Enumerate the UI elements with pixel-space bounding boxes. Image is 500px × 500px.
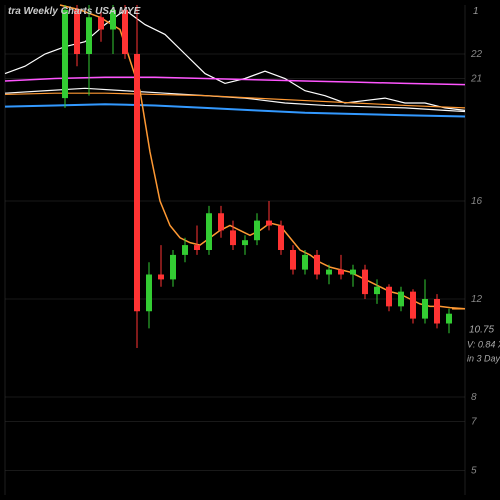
y-axis-label: 22 <box>470 49 483 60</box>
candle-body <box>290 250 296 270</box>
candle-body <box>326 270 332 275</box>
info-change: V: 0.84 X <box>467 340 500 350</box>
candlestick-chart[interactable]: 22 21 16 12 8 7 5 tra Weekly Charts USA MYE 1 10.… <box>0 0 500 500</box>
candle-body <box>242 240 248 245</box>
candle-body <box>98 17 104 29</box>
candle-body <box>158 275 164 280</box>
candle-body <box>410 292 416 319</box>
candle-body <box>182 245 188 255</box>
candle-body <box>398 292 404 307</box>
candle-body <box>386 287 392 307</box>
candle-body <box>266 221 272 226</box>
candle-body <box>350 270 356 275</box>
candle-body <box>170 255 176 280</box>
info-price: 10.75 <box>469 325 494 336</box>
candle-body <box>230 230 236 245</box>
candle-body <box>314 255 320 275</box>
candle-body <box>422 299 428 319</box>
candle-body <box>146 275 152 312</box>
candle-body <box>302 255 308 270</box>
candle-body <box>374 287 380 294</box>
candle-body <box>194 245 200 250</box>
candle-body <box>446 314 452 324</box>
y-axis-label: 8 <box>471 392 477 403</box>
candle-body <box>86 17 92 54</box>
candle-body <box>218 213 224 230</box>
y-axis-label: 7 <box>471 417 477 428</box>
candle-body <box>206 213 212 250</box>
candle-body <box>134 54 140 311</box>
info-time: in 3 Days <box>467 354 500 364</box>
candle-body <box>434 299 440 324</box>
top-right-label: 1 <box>473 6 479 17</box>
chart-title: tra Weekly Charts USA MYE <box>8 6 141 17</box>
y-axis-label: 16 <box>471 196 483 207</box>
candle-body <box>278 226 284 251</box>
candle-body <box>254 221 260 241</box>
y-axis-label: 5 <box>471 466 477 477</box>
candle-body <box>338 270 344 275</box>
y-axis-label: 21 <box>470 74 482 85</box>
candle-body <box>362 270 368 295</box>
candle-body <box>62 10 68 98</box>
y-axis-label: 12 <box>471 294 483 305</box>
